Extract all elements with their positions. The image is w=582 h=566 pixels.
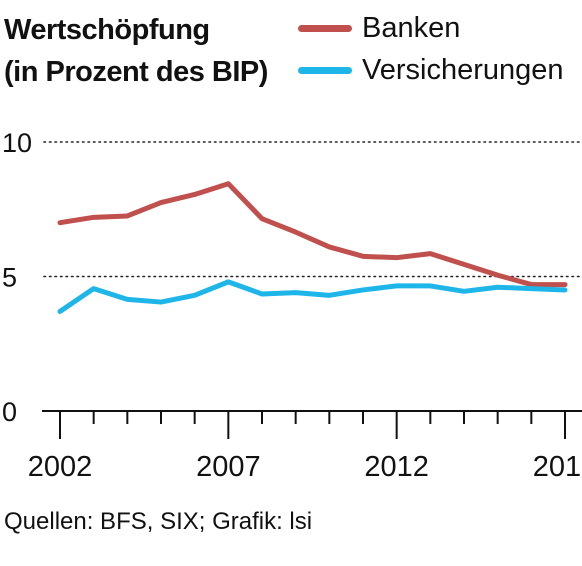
y-tick-label-5: 5 (2, 263, 17, 293)
chart-subtitle: (in Prozent des BIP) (4, 56, 268, 88)
x-tick-label-2017: 2017 (533, 451, 582, 483)
x-tick-label-2007: 2007 (196, 451, 261, 483)
legend-swatch-versicherungen (298, 67, 352, 74)
source-note: Quellen: BFS, SIX; Grafik: lsi (4, 508, 313, 535)
x-tick-label-2002: 2002 (28, 451, 93, 483)
chart-title: Wertschöpfung (4, 14, 210, 46)
legend-swatch-banken (298, 25, 352, 32)
legend-item-versicherungen: Versicherungen (298, 54, 564, 87)
x-tick-label-2012: 2012 (364, 451, 429, 483)
y-tick-label-10: 10 (2, 128, 32, 158)
series-line-versicherungen (57, 279, 568, 314)
series-line-banken (57, 181, 568, 288)
legend-label-versicherungen: Versicherungen (362, 54, 564, 86)
legend-item-banken: Banken (298, 12, 460, 45)
line-chart: 0 5 10 2002 2007 2012 2017 (2, 128, 582, 483)
legend-label-banken: Banken (362, 12, 461, 44)
y-tick-label-0: 0 (2, 397, 17, 427)
